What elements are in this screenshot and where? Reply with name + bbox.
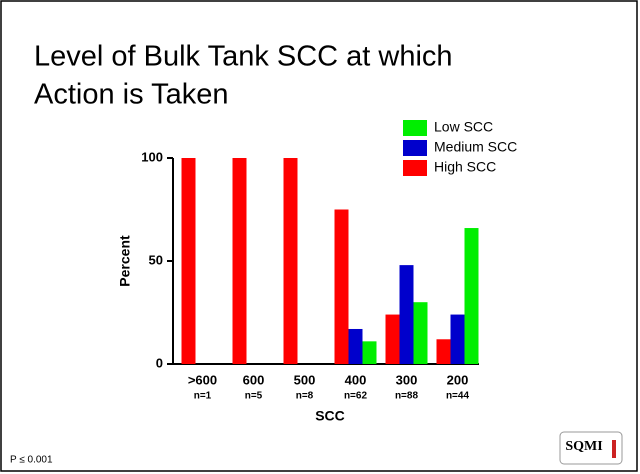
legend-label: Medium SCC <box>434 139 517 155</box>
bar <box>399 265 414 364</box>
bar <box>464 228 479 364</box>
x-tick-label: 500 <box>294 372 316 387</box>
bar <box>413 302 428 364</box>
y-axis-label: Percent <box>117 235 133 287</box>
legend-swatch <box>403 140 427 156</box>
legend-label: High SCC <box>434 159 496 175</box>
bar <box>450 314 465 364</box>
sample-size-label: n=1 <box>194 391 212 402</box>
logo-accent <box>612 440 616 458</box>
y-tick-label: 0 <box>156 355 163 370</box>
x-axis-label: SCC <box>315 408 345 424</box>
sample-size-label: n=8 <box>296 391 314 402</box>
bar <box>181 158 196 364</box>
x-tick-label: >600 <box>188 372 217 387</box>
sample-size-label: n=5 <box>245 391 263 402</box>
footnote: P ≤ 0.001 <box>10 455 53 466</box>
sample-size-label: n=44 <box>446 391 470 402</box>
legend-swatch <box>403 120 427 136</box>
logo: SQMI <box>565 439 602 454</box>
bar <box>362 341 377 364</box>
x-tick-label: 300 <box>396 372 418 387</box>
bar <box>334 209 349 364</box>
bar <box>436 339 451 364</box>
sample-size-label: n=88 <box>395 391 419 402</box>
x-tick-label: 200 <box>447 372 469 387</box>
legend-swatch <box>403 160 427 176</box>
x-tick-label: 400 <box>345 372 367 387</box>
x-tick-label: 600 <box>243 372 265 387</box>
bar <box>348 328 363 364</box>
bar <box>385 314 400 364</box>
bar <box>232 158 247 364</box>
y-tick-label: 50 <box>149 252 163 267</box>
slide-title-line1: Level of Bulk Tank SCC at which <box>34 41 453 73</box>
bar <box>283 158 298 364</box>
slide-title-line2: Action is Taken <box>34 79 229 111</box>
y-tick-label: 100 <box>141 149 163 164</box>
legend-label: Low SCC <box>434 119 493 135</box>
sample-size-label: n=62 <box>344 391 368 402</box>
logo-box <box>559 431 623 465</box>
